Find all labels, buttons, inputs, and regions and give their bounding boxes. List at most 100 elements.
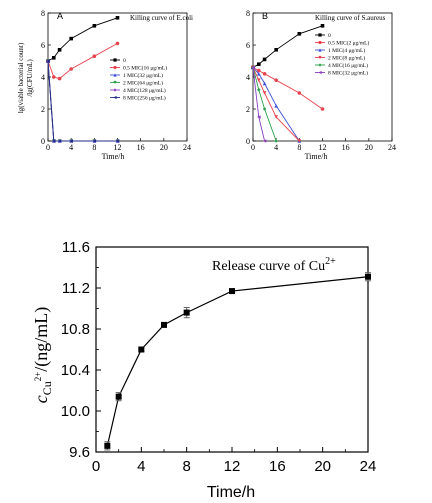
data-point — [115, 16, 120, 20]
plot-frame-release — [95, 246, 369, 453]
x-tick-label: 0 — [251, 143, 255, 152]
legend-label: 0 — [328, 33, 331, 39]
x-tick-label: 12 — [114, 143, 122, 152]
data-point — [51, 56, 56, 60]
series-line — [252, 67, 277, 142]
y-axis-label-release: cCu2+/(ng/mL) — [31, 307, 54, 404]
legend-label: 0.5 MIC(2 μg/mL) — [328, 40, 369, 47]
y-tick-label: 10.4 — [61, 362, 90, 379]
data-point — [274, 78, 278, 82]
data-point — [183, 309, 190, 316]
data-point — [92, 54, 97, 58]
data-point — [320, 107, 325, 111]
y-tick-label: 6 — [246, 41, 250, 50]
data-point — [115, 393, 122, 400]
y-tick-label: 0 — [246, 137, 250, 146]
data-point — [251, 65, 255, 70]
data-point — [297, 91, 302, 95]
series-line — [47, 60, 118, 142]
x-tick-label: 0 — [92, 458, 100, 475]
data-point — [256, 62, 261, 66]
legend-label: 8 MIC(32 μg/mL) — [328, 70, 368, 77]
chart-panel-a: A Killing curve of E.coli Time/h lg(viab… — [17, 9, 193, 161]
y-tick-label: 2 — [246, 105, 250, 114]
data-point — [262, 57, 267, 62]
y-tick-label: 2 — [41, 105, 45, 114]
chart-panel-b: B Killing curve of S.aureus Time/h 0 4 8 12… — [246, 9, 396, 161]
data-point — [46, 59, 50, 63]
legend-label: 1 MIC(4 μg/mL) — [328, 47, 365, 54]
legend-marker — [318, 48, 322, 52]
legend-label: 4 MIC(16 μg/mL) — [328, 62, 368, 69]
legend-label: 8 MIC(256 μg/mL) — [123, 95, 166, 102]
chart-panel-release: Release curve of Cu2+ Time/h cCu2+/(ng/m… — [31, 239, 376, 501]
data-point — [51, 75, 56, 79]
panel-label-b: B — [262, 11, 268, 21]
x-axis-label-a: Time/h — [102, 152, 125, 161]
legend-marker — [318, 63, 322, 67]
data-point — [262, 72, 267, 76]
y-tick-label: 10.8 — [61, 321, 90, 338]
data-point — [51, 139, 56, 143]
chart-title-release-main: Release curve of Cu — [212, 259, 325, 274]
data-point — [92, 139, 97, 143]
series-line — [47, 60, 118, 142]
data-point — [274, 48, 278, 52]
series-line — [47, 60, 118, 142]
data-point — [274, 115, 278, 119]
legend-marker — [113, 58, 117, 62]
data-point — [57, 139, 62, 143]
x-tick-label: 24 — [388, 143, 396, 152]
data-point — [115, 139, 120, 143]
x-tick-label: 0 — [46, 143, 50, 152]
y-tick-label: 8 — [41, 9, 45, 18]
data-point — [262, 81, 267, 86]
y-tick-label: 11.6 — [62, 239, 90, 256]
x-axis-label-b: Time/h — [305, 152, 328, 161]
data-point — [256, 88, 261, 92]
data-point — [262, 107, 267, 111]
legend-label: 2 MIC(8 μg/mL) — [328, 55, 365, 62]
y-tick-label: 6 — [41, 41, 45, 50]
x-tick-label: 16 — [137, 143, 145, 152]
x-tick-label: 8 — [92, 143, 96, 152]
chart-title-a: Killing curve of E.coli — [130, 14, 193, 22]
legend-marker — [113, 95, 117, 100]
legend-marker — [113, 80, 117, 85]
data-point — [104, 442, 111, 449]
x-tick-label: 12 — [224, 458, 241, 475]
legend-label: 1 MIC(32 μg/mL) — [123, 72, 163, 79]
chart-title-release: Release curve of Cu2+ — [212, 256, 336, 274]
y-axis-label-release-subsup: 2+ — [33, 372, 43, 382]
data-point — [274, 104, 278, 108]
y-tick-label: 4 — [41, 73, 45, 82]
data-point — [297, 32, 302, 36]
legend-label: 2 MIC(64 μg/mL) — [123, 80, 163, 87]
y-tick-label: 4 — [246, 73, 250, 82]
series-line — [47, 17, 118, 62]
data-point — [115, 41, 120, 46]
legend-label: 4 MIC(128 μg/mL) — [123, 87, 166, 94]
y-axis-label-release-unit: /(ng/mL) — [31, 307, 52, 372]
data-point — [69, 36, 73, 41]
x-axis-label-release: Time/h — [207, 484, 255, 501]
data-point — [69, 139, 73, 143]
data-point — [256, 68, 261, 73]
y-tick-label: 10.0 — [61, 403, 90, 420]
x-tick-label: 20 — [314, 458, 331, 475]
data-point — [297, 139, 302, 143]
data-point — [69, 67, 73, 71]
x-tick-label: 20 — [365, 143, 373, 152]
plot-frame-b — [252, 12, 393, 142]
data-point — [92, 24, 97, 28]
x-tick-label: 8 — [297, 143, 301, 152]
x-tick-label: 20 — [160, 143, 168, 152]
panel-label-a: A — [57, 11, 63, 21]
y-tick-label: 8 — [246, 9, 250, 18]
x-tick-label: 24 — [360, 458, 377, 475]
data-point — [262, 91, 267, 95]
legend-marker — [113, 73, 117, 77]
x-tick-label: 4 — [137, 458, 145, 475]
x-tick-label: 16 — [269, 458, 286, 475]
